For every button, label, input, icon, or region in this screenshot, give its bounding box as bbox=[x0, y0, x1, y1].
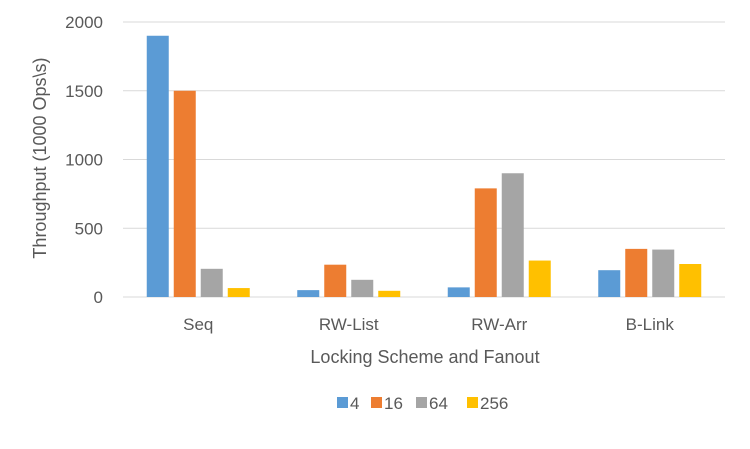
bar-rw-list-4 bbox=[297, 290, 320, 297]
bars bbox=[146, 35, 702, 297]
y-tick-label: 500 bbox=[75, 219, 103, 238]
bar-rw-arr-4 bbox=[447, 287, 470, 297]
y-axis-tick-labels: 0 500 1000 1500 2000 bbox=[65, 13, 103, 307]
bar-b-link-256 bbox=[679, 264, 702, 297]
bar-rw-arr-16 bbox=[474, 188, 497, 297]
bar-rw-arr-256 bbox=[528, 260, 551, 297]
x-axis-title: Locking Scheme and Fanout bbox=[310, 347, 539, 367]
x-tick-label: B-Link bbox=[626, 315, 675, 334]
legend: 4 16 64 256 bbox=[337, 394, 508, 413]
y-tick-label: 1000 bbox=[65, 151, 103, 170]
bar-rw-list-64 bbox=[351, 279, 374, 297]
bar-b-link-64 bbox=[652, 249, 675, 297]
legend-swatch-16 bbox=[371, 397, 382, 408]
legend-swatch-4 bbox=[337, 397, 348, 408]
x-axis-tick-labels: Seq RW-List RW-Arr B-Link bbox=[183, 315, 674, 334]
bar-seq-256 bbox=[227, 288, 250, 297]
legend-label-256: 256 bbox=[480, 394, 508, 413]
bar-rw-list-256 bbox=[378, 290, 401, 297]
bar-rw-arr-64 bbox=[501, 173, 524, 297]
x-tick-label: RW-List bbox=[319, 315, 379, 334]
gridlines bbox=[123, 21, 725, 298]
legend-swatch-64 bbox=[416, 397, 427, 408]
y-axis-title: Throughput (1000 Ops\s) bbox=[30, 57, 50, 258]
bar-seq-16 bbox=[173, 90, 196, 297]
bar-rw-list-16 bbox=[324, 264, 347, 297]
legend-label-16: 16 bbox=[384, 394, 403, 413]
bar-seq-4 bbox=[146, 35, 169, 297]
legend-swatch-256 bbox=[467, 397, 478, 408]
y-tick-label: 0 bbox=[94, 288, 103, 307]
legend-label-64: 64 bbox=[429, 394, 448, 413]
legend-label-4: 4 bbox=[350, 394, 359, 413]
x-tick-label: RW-Arr bbox=[471, 315, 527, 334]
bar-seq-64 bbox=[200, 268, 223, 297]
bar-b-link-16 bbox=[625, 248, 648, 297]
y-tick-label: 2000 bbox=[65, 13, 103, 32]
x-tick-label: Seq bbox=[183, 315, 213, 334]
bar-b-link-4 bbox=[598, 270, 621, 297]
y-tick-label: 1500 bbox=[65, 82, 103, 101]
